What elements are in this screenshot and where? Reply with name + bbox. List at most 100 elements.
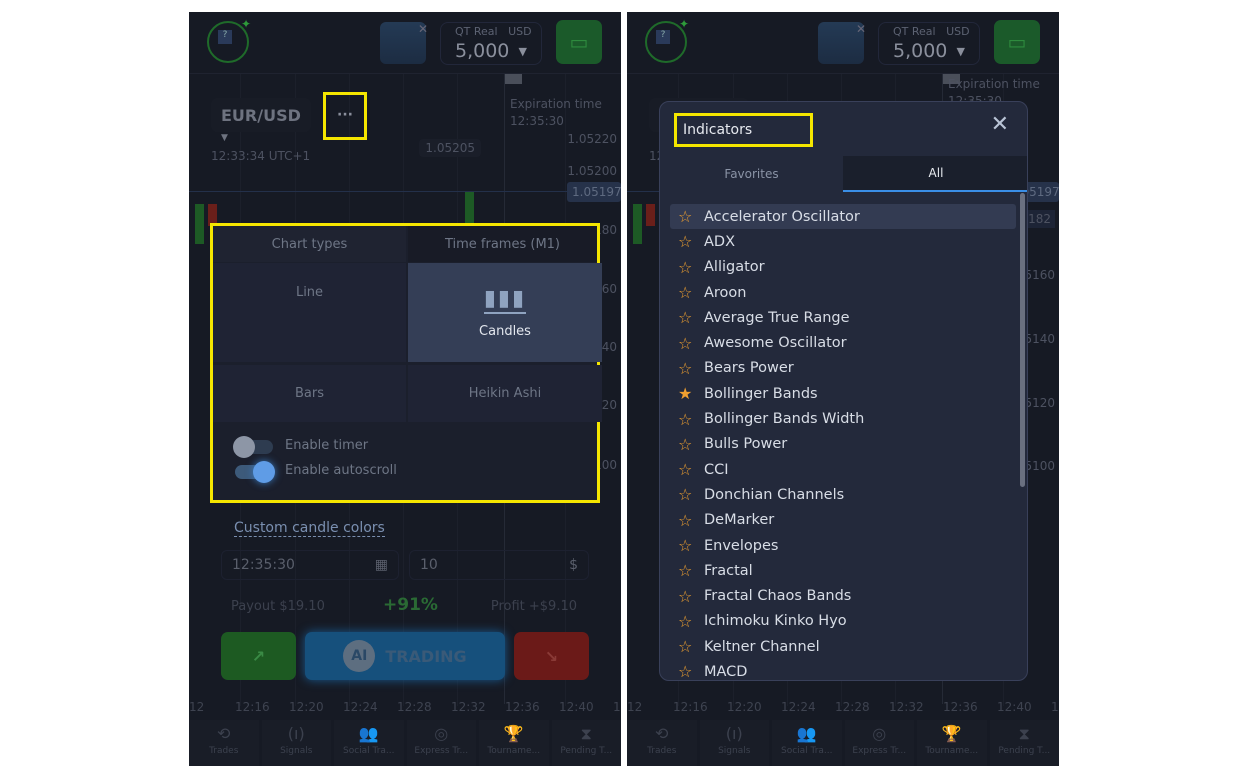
- star-icon[interactable]: ☆: [678, 485, 693, 505]
- candle: [633, 204, 642, 244]
- chart-type-label: Candles: [479, 324, 531, 339]
- indicator-item[interactable]: ☆ Keltner Channel: [670, 634, 1016, 659]
- expiration-label: Expiration time: [510, 97, 602, 111]
- enable-autoscroll-toggle[interactable]: [235, 461, 275, 483]
- enable-timer-label: Enable timer: [285, 438, 369, 453]
- chart-type-heikin-ashi[interactable]: Heikin Ashi: [408, 365, 602, 422]
- enable-timer-toggle[interactable]: [233, 436, 273, 458]
- star-icon[interactable]: ☆: [678, 561, 693, 581]
- star-icon[interactable]: ☆: [678, 460, 693, 480]
- hourglass-icon: ⧗: [1018, 724, 1030, 743]
- wallet-button[interactable]: ▭: [994, 20, 1040, 64]
- nav-label: Social Tra...: [342, 746, 395, 756]
- star-icon[interactable]: ☆: [678, 586, 693, 606]
- star-icon[interactable]: ☆: [678, 283, 693, 303]
- nav-item[interactable]: ◎ Express Tr...: [844, 720, 914, 766]
- dollar-icon[interactable]: $: [569, 557, 578, 573]
- indicator-item[interactable]: ☆ Bears Power: [670, 356, 1016, 381]
- star-icon[interactable]: ☆: [678, 662, 693, 681]
- account-balance-selector[interactable]: QT Real USD 5,000 ▼: [440, 22, 542, 65]
- logo-icon[interactable]: ? ✦: [645, 17, 689, 63]
- indicator-item[interactable]: ☆ CCI: [670, 457, 1016, 482]
- candle: [646, 204, 655, 226]
- nav-item[interactable]: (ı) Signals: [261, 720, 331, 766]
- indicator-item[interactable]: ☆ Donchian Channels: [670, 482, 1016, 507]
- star-icon[interactable]: ☆: [678, 611, 693, 631]
- logo-icon[interactable]: ? ✦: [207, 17, 251, 63]
- account-balance-selector[interactable]: QT Real USD 5,000 ▼: [878, 22, 980, 65]
- tab-time-frames[interactable]: Time frames (M1): [408, 226, 597, 262]
- top-bar: ? ✦ ✕ QT Real USD 5,000 ▼ ▭: [189, 12, 621, 74]
- more-options-button[interactable]: ···: [323, 92, 367, 140]
- tab-chart-types[interactable]: Chart types: [213, 226, 406, 262]
- gift-promo-icon[interactable]: ✕: [380, 22, 428, 64]
- indicator-item[interactable]: ☆ Ichimoku Kinko Hyo: [670, 609, 1016, 634]
- calendar-icon[interactable]: ▦: [374, 557, 388, 573]
- star-icon[interactable]: ☆: [678, 637, 693, 657]
- enable-autoscroll-label: Enable autoscroll: [285, 463, 397, 478]
- indicator-item[interactable]: ☆ Envelopes: [670, 533, 1016, 558]
- asset-selector[interactable]: EUR/USD ▼: [211, 98, 311, 143]
- nav-item[interactable]: ⟲ Trades: [627, 720, 697, 766]
- indicator-item[interactable]: ☆ Fractal: [670, 558, 1016, 583]
- indicator-item[interactable]: ☆ Bulls Power: [670, 432, 1016, 457]
- star-icon[interactable]: ☆: [678, 308, 693, 328]
- star-icon[interactable]: ☆: [678, 257, 693, 277]
- time-tick: 12:16: [235, 700, 270, 714]
- ai-trading-button[interactable]: AI TRADING: [305, 632, 505, 680]
- chart-type-bars[interactable]: Bars: [213, 365, 406, 422]
- time-tick: 12:36: [943, 700, 978, 714]
- chart-type-candles[interactable]: ▮▮▮ Candles: [408, 263, 602, 362]
- nav-item[interactable]: 👥 Social Tra...: [772, 720, 842, 766]
- close-icon[interactable]: ✕: [990, 112, 1009, 137]
- tab-favorites[interactable]: Favorites: [724, 167, 779, 181]
- call-up-button[interactable]: ↗: [221, 632, 296, 680]
- star-icon[interactable]: ☆: [678, 510, 693, 530]
- close-icon[interactable]: ✕: [855, 22, 866, 36]
- nav-item[interactable]: (ı) Signals: [699, 720, 769, 766]
- indicator-item[interactable]: ☆ Average True Range: [670, 305, 1016, 330]
- indicator-item[interactable]: ☆ Fractal Chaos Bands: [670, 583, 1016, 608]
- indicator-item[interactable]: ☆ ADX: [670, 229, 1016, 254]
- close-icon[interactable]: ✕: [417, 22, 428, 36]
- star-filled-icon[interactable]: ★: [678, 384, 693, 404]
- star-icon[interactable]: ☆: [678, 434, 693, 454]
- chart-type-line[interactable]: Line: [213, 263, 406, 362]
- indicators-screen: ?✦ ✕ QT Real USD 5,000 ▼ ▭ EUR/USD ▼ 12:…: [627, 12, 1059, 766]
- expiration-time-input[interactable]: 12:35:30 ▦: [221, 550, 399, 580]
- star-icon[interactable]: ☆: [678, 207, 693, 227]
- indicator-item[interactable]: ★ Bollinger Bands: [670, 381, 1016, 406]
- star-icon[interactable]: ☆: [678, 358, 693, 378]
- nav-item[interactable]: 👥 Social Tra...: [334, 720, 404, 766]
- indicator-item[interactable]: ☆ MACD: [670, 659, 1016, 681]
- wallet-button[interactable]: ▭: [556, 20, 602, 64]
- people-icon: 👥: [796, 724, 817, 743]
- indicators-modal: Indicators ✕ Favorites All ☆ Accelerator …: [659, 101, 1028, 681]
- nav-item[interactable]: ⟲ Trades: [189, 720, 259, 766]
- star-icon[interactable]: ☆: [678, 232, 693, 252]
- nav-item[interactable]: ⧗ Pending T...: [989, 720, 1059, 766]
- nav-label: Tourname...: [925, 746, 979, 756]
- candle: [465, 192, 474, 224]
- put-down-button[interactable]: ↘: [514, 632, 589, 680]
- tab-all[interactable]: All: [843, 156, 1027, 192]
- star-icon[interactable]: ☆: [678, 536, 693, 555]
- indicator-item[interactable]: ☆ Aroon: [670, 280, 1016, 305]
- amount-input[interactable]: 10 $: [409, 550, 589, 580]
- flag-icon: [943, 74, 960, 84]
- indicator-item[interactable]: ☆ Awesome Oscillator: [670, 330, 1016, 355]
- nav-item[interactable]: ⧗ Pending T...: [551, 720, 621, 766]
- indicator-item[interactable]: ☆ DeMarker: [670, 508, 1016, 533]
- price-label: 1.05200: [567, 164, 617, 178]
- gift-promo-icon[interactable]: ✕: [818, 22, 866, 64]
- custom-candle-colors-link[interactable]: Custom candle colors: [234, 520, 385, 537]
- nav-item[interactable]: ◎ Express Tr...: [406, 720, 476, 766]
- scrollbar[interactable]: [1020, 193, 1025, 487]
- indicator-item[interactable]: ☆ Bollinger Bands Width: [670, 406, 1016, 431]
- star-icon[interactable]: ☆: [678, 409, 693, 429]
- indicator-item[interactable]: ☆ Alligator: [670, 255, 1016, 280]
- star-icon[interactable]: ☆: [678, 333, 693, 353]
- nav-item[interactable]: 🏆 Tourname...: [479, 720, 549, 766]
- indicator-item[interactable]: ☆ Accelerator Oscillator: [670, 204, 1016, 230]
- nav-item[interactable]: 🏆 Tourname...: [917, 720, 987, 766]
